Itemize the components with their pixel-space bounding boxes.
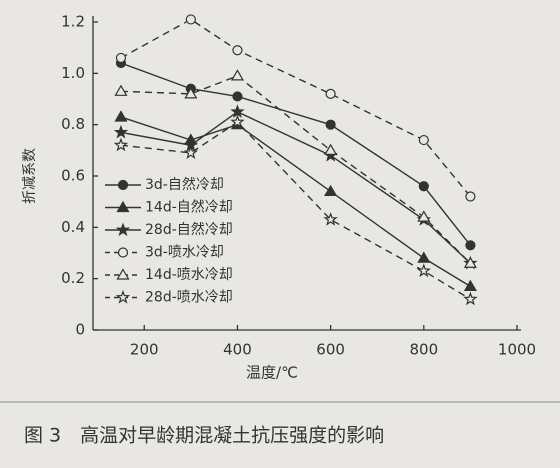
marker [417,210,431,222]
x-tick-label: 200 [130,341,159,359]
legend-label: 14d-自然冷却 [145,199,233,216]
legend-marker [115,289,131,304]
marker [185,14,196,25]
marker [418,181,429,192]
marker [230,69,244,81]
marker [324,143,338,155]
marker [324,184,338,196]
x-tick-label: 1000 [498,341,536,359]
x-tick-label: 800 [409,341,438,359]
series-line [120,62,471,246]
series-line [120,75,471,264]
marker [113,124,129,139]
marker [323,212,338,226]
x-axis-label: 温度/℃ [246,364,298,382]
marker [463,291,478,306]
legend-label: 14d-喷水冷却 [145,267,233,283]
marker [418,134,429,146]
marker [463,256,477,268]
legend-marker [116,268,130,280]
marker [463,279,477,291]
x-tick-label: 400 [223,341,252,359]
legend-label: 3d-自然冷却 [145,176,224,193]
marker [230,114,245,129]
x-tick-label: 600 [316,341,345,359]
legend-marker [115,222,131,237]
y-axis-label: 折减系数 [22,148,38,204]
legend-marker [116,200,130,213]
y-tick-label: 0.8 [61,115,85,133]
y-tick-label: 1.0 [61,64,85,82]
y-tick-label: 0 [75,321,85,339]
marker [416,263,431,278]
marker [114,110,128,122]
marker [183,145,199,160]
marker [465,240,476,251]
marker [230,104,245,118]
legend-marker [117,247,129,258]
y-tick-label: 0.4 [61,218,85,236]
y-tick-label: 0.6 [61,167,85,185]
marker [417,251,431,263]
series-line [120,121,471,300]
series-line [120,116,471,287]
marker [114,84,128,96]
legend-label: 28d-喷水冷却 [145,290,233,306]
y-tick-label: 1.2 [61,13,85,31]
marker [325,119,336,130]
marker [113,137,129,152]
caption: 图 3 高温对早龄期混凝土抗压强度的影响 [24,425,384,447]
y-tick-label: 0.2 [61,269,85,287]
legend-label: 3d-喷水冷却 [145,245,224,261]
marker [232,91,243,102]
marker [115,52,127,64]
marker [325,88,336,99]
marker [465,191,476,202]
series-line [120,111,471,264]
legend-marker [117,179,129,191]
series-line [120,18,471,197]
marker [232,45,243,56]
legend-label: 28d-自然冷却 [145,221,233,238]
marker [184,87,198,99]
